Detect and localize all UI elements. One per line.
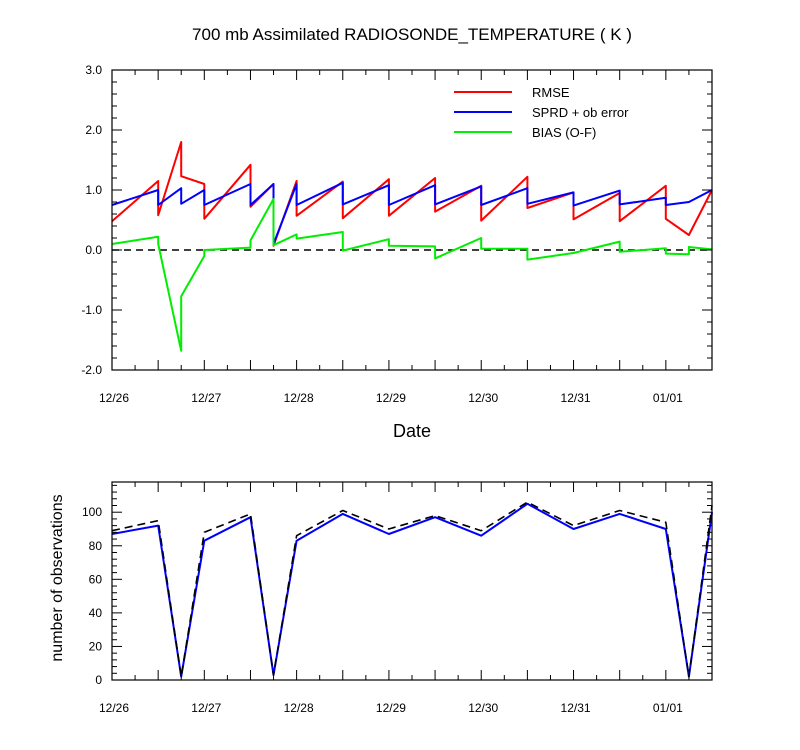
x-tick-label: 01/01 — [653, 391, 683, 405]
y-tick-label: -2.0 — [81, 363, 102, 377]
x-tick-label: 12/26 — [99, 701, 129, 715]
y-tick-label: 0.0 — [85, 243, 102, 257]
x-tick-label: 12/30 — [468, 701, 498, 715]
x-tick-label: 12/26 — [99, 391, 129, 405]
x-tick-label: 12/30 — [468, 391, 498, 405]
y-tick-label: -1.0 — [81, 303, 102, 317]
legend: RMSE SPRD + ob error BIAS (O-F) — [454, 85, 629, 140]
y-tick-label: 0 — [95, 673, 102, 687]
x-tick-label: 12/31 — [561, 701, 591, 715]
legend-label-rmse: RMSE — [532, 85, 570, 100]
y-tick-label: 80 — [89, 539, 103, 553]
x-tick-label: 12/27 — [191, 391, 221, 405]
y-tick-label: 20 — [89, 639, 103, 653]
series-line-1-0 — [111, 502, 713, 678]
y-tick-label: 2.0 — [85, 123, 102, 137]
legend-label-bias: BIAS (O-F) — [532, 125, 596, 140]
series-line-0-2 — [111, 198, 713, 352]
bottom-plot-frame — [111, 481, 713, 681]
y-tick-label: 60 — [89, 572, 103, 586]
y-tick-label: 3.0 — [85, 63, 102, 77]
x-axis-label: Date — [393, 421, 431, 441]
x-tick-label: 12/31 — [561, 391, 591, 405]
top-chart: -2.0 -1.0 0.0 1.0 2.0 3.0 12/26 12/27 12/28 12/29… — [81, 63, 713, 441]
legend-label-sprd: SPRD + ob error — [532, 105, 629, 120]
x-tick-label: 01/01 — [653, 701, 683, 715]
x-tick-label: 12/29 — [376, 391, 406, 405]
top-plot-frame — [111, 69, 713, 371]
x-tick-label: 12/28 — [284, 391, 314, 405]
series-line-0-1 — [111, 181, 713, 245]
x-tick-label: 12/29 — [376, 701, 406, 715]
y-tick-label: 40 — [89, 606, 103, 620]
y-axis-label-observations: number of observations — [49, 494, 66, 661]
series-line-1-1 — [111, 501, 713, 678]
chart-title: 700 mb Assimilated RADIOSONDE_TEMPERATUR… — [192, 25, 632, 44]
bottom-chart: 0 20 40 60 80 100 12/26 12/27 12/28 12/29 12/30 12/… — [49, 481, 713, 715]
x-tick-label: 12/27 — [191, 701, 221, 715]
y-tick-label: 100 — [82, 505, 102, 519]
y-tick-label: 1.0 — [85, 183, 102, 197]
x-tick-label: 12/28 — [284, 701, 314, 715]
series-line-0-0 — [111, 141, 713, 247]
